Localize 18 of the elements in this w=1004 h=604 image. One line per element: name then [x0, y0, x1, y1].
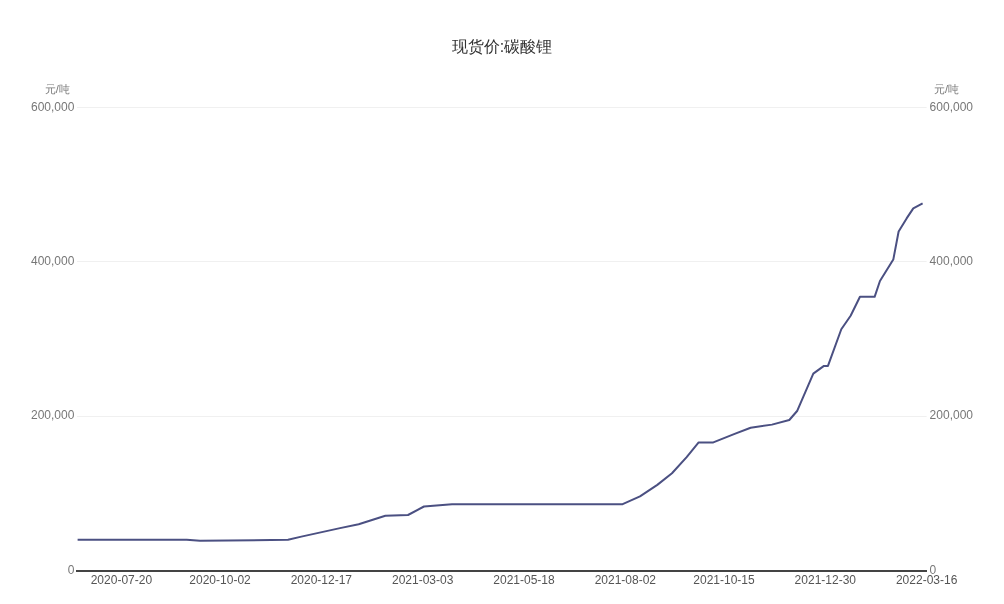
- x-tick-label: 2020-12-17: [290, 573, 353, 588]
- y-tick-label: 0: [67, 562, 75, 577]
- x-tick-label: 2021-05-18: [493, 573, 556, 588]
- y-tick-label: 200,000: [30, 408, 75, 423]
- y2-tick-label: 600,000: [929, 99, 974, 114]
- x-tick-label: 2020-10-02: [189, 573, 252, 588]
- x-tick-label: 2021-12-30: [794, 573, 857, 588]
- x-tick-label: 2020-07-20: [90, 573, 153, 588]
- x-tick-label: 2021-10-15: [693, 573, 755, 588]
- x-tick-label: 2021-03-03: [391, 573, 454, 588]
- y-axis-title: 元/吨: [44, 83, 70, 96]
- x-tick-label: 2021-08-02: [594, 573, 657, 588]
- y2-tick-label: 400,000: [929, 253, 974, 268]
- y2-tick-label: 200,000: [929, 408, 974, 423]
- y-tick-label: 400,000: [30, 253, 75, 268]
- y2-axis-title: 元/吨: [934, 83, 960, 96]
- y-tick-label: 600,000: [30, 99, 75, 114]
- chart-title: 现货价:碳酸锂: [451, 38, 553, 56]
